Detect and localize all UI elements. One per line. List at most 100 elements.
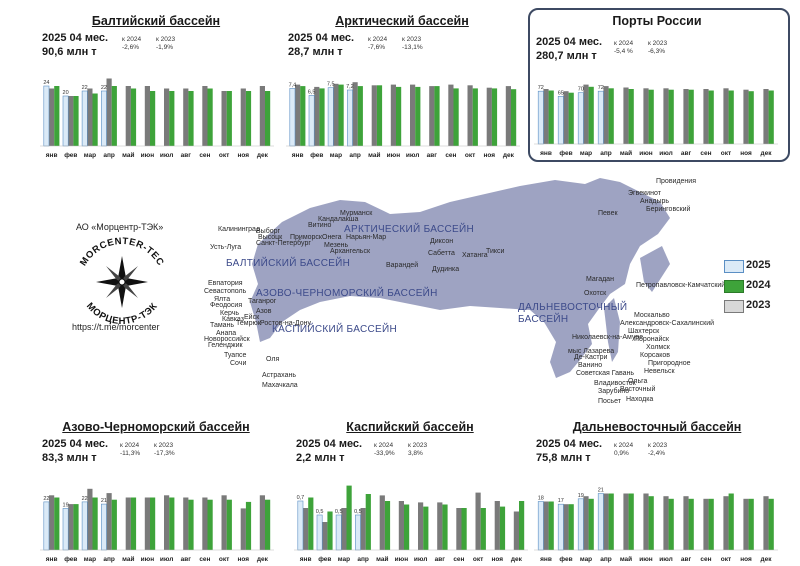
bar-2023-дек: [763, 496, 769, 550]
bar-2023-фев: [563, 91, 569, 144]
data-label: 7,2: [346, 84, 354, 90]
telegram-link[interactable]: https://t.me/morcenter: [72, 322, 160, 332]
x-tick-label: фев: [64, 152, 77, 159]
bar-2023-окт: [723, 88, 729, 144]
bar-2024-окт: [226, 91, 232, 146]
x-tick-label: фев: [559, 150, 572, 157]
port-label: Азов: [256, 308, 272, 315]
change-value: -6,3%: [648, 48, 665, 55]
change-vs-2023: к 2023 -2,4%: [648, 442, 667, 458]
port-label: Пригородное: [648, 360, 691, 367]
x-tick-label: май: [620, 555, 632, 563]
bar-2023-мар: [87, 488, 93, 551]
port-label: Восточный: [620, 386, 656, 393]
bar-2024-дек: [768, 90, 774, 144]
change-value: -11,3%: [120, 450, 141, 457]
x-tick-label: июн: [639, 556, 653, 563]
x-tick-label: янв: [46, 152, 58, 159]
bar-2023-апр: [106, 78, 112, 146]
x-tick-label: ноя: [483, 152, 495, 159]
port-label: Архангельск: [330, 248, 371, 255]
bar-2023-апр: [106, 493, 112, 550]
bar-2023-май: [125, 86, 131, 146]
bar-2025-мар: [327, 87, 334, 147]
bar-2023-сен: [202, 497, 208, 550]
bar-2025-апр: [597, 493, 604, 551]
bar-2024-мар: [338, 84, 344, 146]
x-tick-label: май: [376, 555, 388, 563]
data-label: 19: [578, 493, 584, 499]
x-tick-label: ноя: [740, 150, 752, 157]
port-label: Астрахань: [262, 372, 296, 379]
x-tick-label: май: [122, 555, 134, 563]
bar-2025-мар: [577, 498, 584, 551]
x-tick-label: мар: [84, 556, 96, 563]
x-tick-label: июл: [160, 556, 174, 563]
bar-2024-май: [384, 501, 391, 550]
bar-2025-янв: [43, 501, 50, 551]
bar-2024-ноя: [245, 501, 252, 550]
bar-2024-окт: [728, 493, 734, 550]
bar-2024-окт: [472, 88, 478, 146]
x-tick-label: апр: [103, 152, 115, 159]
bar-2024-ноя: [748, 91, 754, 144]
bar-2023-июн: [643, 493, 649, 550]
x-tick-label: авг: [427, 152, 438, 159]
port-label: Анапа: [216, 330, 237, 337]
bar-2023-мар: [333, 83, 339, 146]
x-tick-label: янв: [300, 556, 312, 563]
bar-2024-янв: [54, 497, 60, 550]
bar-2025-янв: [537, 90, 544, 145]
port-label: Туапсе: [224, 352, 247, 359]
bar-2023-окт: [723, 496, 729, 550]
port-label: Мезень: [324, 242, 349, 249]
port-label: Зарубино: [598, 388, 630, 395]
data-label: 20: [63, 90, 69, 96]
port-label: Темрюк: [236, 320, 261, 327]
data-label: 72: [598, 85, 604, 91]
bar-2023-июн: [398, 501, 404, 550]
bar-2024-ноя: [245, 91, 252, 146]
change-label: к 2023: [156, 36, 176, 43]
bar-2024-май: [130, 88, 137, 146]
bar-2024-янв: [548, 90, 554, 144]
bar-2025-мар: [577, 92, 584, 145]
bar-2023-авг: [683, 89, 689, 144]
bar-2024-ноя: [499, 506, 506, 550]
port-label: Севастополь: [204, 288, 247, 295]
bar-2023-мар: [583, 84, 589, 144]
bar-2024-фев: [73, 504, 79, 550]
bar-2025-апр: [597, 90, 604, 145]
total-value: 28,7 млн т: [288, 46, 343, 58]
x-tick-label: авг: [181, 556, 192, 563]
x-tick-label: сен: [445, 152, 456, 159]
bar-2024-июн: [648, 496, 654, 550]
total-value: 75,8 млн т: [536, 452, 591, 464]
legend-swatch-2024: [724, 280, 744, 293]
bar-2023-фев: [68, 504, 74, 550]
change-label: к 2024: [120, 442, 140, 449]
bar-2023-янв: [49, 495, 55, 550]
port-label: Онега: [322, 234, 342, 241]
panel-caspian: Каспийский бассейн 2025 04 мес. 2,2 млн …: [290, 416, 530, 566]
port-label: Геленджик: [208, 342, 243, 349]
change-label: к 2024: [368, 36, 388, 43]
data-label: 0,5: [354, 509, 362, 515]
port-label: Нарьян-Мар: [346, 234, 387, 241]
basin-label: БАЛТИЙСКИЙ БАССЕЙН: [226, 258, 351, 269]
bar-2023-янв: [543, 501, 549, 550]
x-tick-label: ноя: [740, 556, 752, 563]
panel-title: Порты России: [612, 14, 702, 28]
port-label: Петропавловск-Камчатский: [636, 282, 726, 289]
bar-2024-сен: [453, 88, 459, 146]
period-label: 2025 04 мес.: [42, 32, 109, 44]
x-tick-label: июн: [141, 556, 155, 563]
bar-2025-янв: [297, 500, 304, 551]
bar-2023-апр: [603, 86, 609, 144]
bar-2024-окт: [728, 90, 734, 144]
port-label: Махачкала: [262, 382, 298, 389]
period-label: 2025 04 мес.: [296, 438, 363, 450]
port-label: Хатанга: [462, 252, 488, 259]
port-label: Невельск: [644, 368, 675, 375]
port-label: Выборг: [256, 228, 281, 235]
